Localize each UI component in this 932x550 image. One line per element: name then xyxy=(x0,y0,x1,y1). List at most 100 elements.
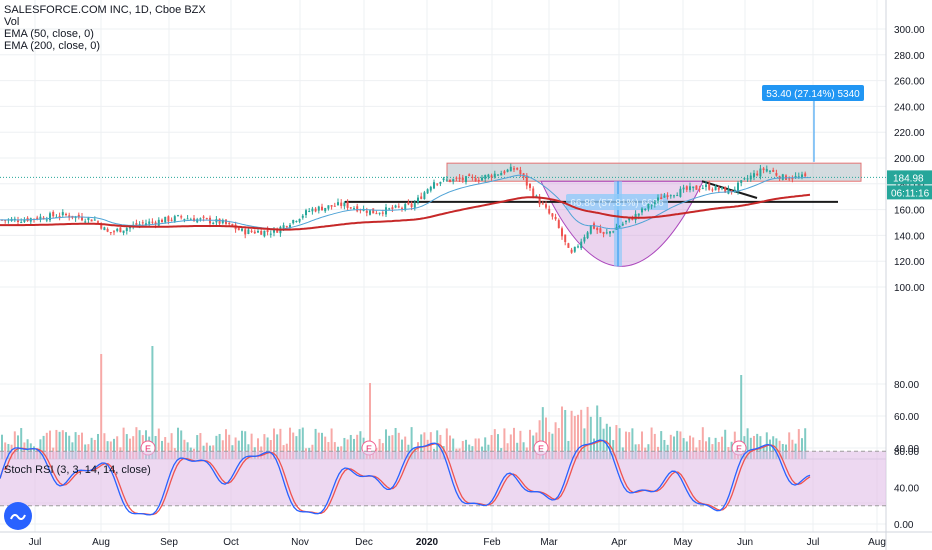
volume-bar xyxy=(445,428,448,459)
candle-body xyxy=(487,174,490,177)
earnings-marker-label: E xyxy=(145,444,151,454)
volume-bar xyxy=(183,439,186,459)
volume-bar xyxy=(13,431,16,459)
volume-bar xyxy=(314,428,317,459)
candle-body xyxy=(321,206,323,211)
candle-body xyxy=(465,176,467,183)
stoch-tick-label: 40.00 xyxy=(894,484,919,495)
volume-bar xyxy=(349,434,352,459)
candle-body xyxy=(231,223,234,227)
volume-bar xyxy=(132,436,135,459)
volume-bar xyxy=(113,438,115,459)
candle-body xyxy=(426,189,429,194)
price-tick-label: 300.00 xyxy=(894,25,925,36)
candle-body xyxy=(554,216,557,220)
earnings-marker-label: E xyxy=(366,444,372,454)
time-axis[interactable]: Jul Aug Sep Oct Nov Dec 2020 Feb Mar Apr May Jun Jul… xyxy=(29,537,886,548)
volume-bar xyxy=(641,431,643,459)
volume-bar xyxy=(42,435,45,459)
volume-legend[interactable]: Vol xyxy=(4,16,20,28)
candle-body xyxy=(567,243,570,248)
candle-body xyxy=(660,197,663,200)
candle-body xyxy=(23,219,26,222)
candle-body xyxy=(586,232,589,239)
volume-bar xyxy=(404,436,407,459)
stoch-rsi-legend[interactable]: Stoch RSI (3, 3, 14, 14, close) xyxy=(4,464,151,476)
candle-body xyxy=(477,180,480,182)
candle-body xyxy=(410,203,413,207)
candle-body xyxy=(186,218,189,220)
price-tick-label: 260.00 xyxy=(894,77,925,88)
candle-body xyxy=(87,217,90,220)
handle-trendline xyxy=(701,180,758,199)
volume-bar xyxy=(660,431,663,459)
volume-bar xyxy=(461,441,464,459)
candle-body xyxy=(737,182,739,192)
time-tick-label: Jul xyxy=(807,537,820,548)
volume-bar xyxy=(186,442,189,459)
volume-bar xyxy=(653,433,656,459)
candle-body xyxy=(423,192,426,200)
candle-body xyxy=(61,212,64,216)
ema200-legend[interactable]: EMA (200, close, 0) xyxy=(4,40,100,52)
candle-body xyxy=(551,213,554,217)
candle-body xyxy=(644,208,647,210)
volume-bar xyxy=(698,440,701,459)
price-axis[interactable]: 300.00 280.00 260.00 240.00 220.00 200.00 180.… xyxy=(894,25,925,531)
candle-body xyxy=(413,203,416,208)
volume-bar xyxy=(426,439,429,459)
ema-lines xyxy=(0,174,811,231)
ema50-legend[interactable]: EMA (50, close, 0) xyxy=(4,28,94,40)
candle-body xyxy=(657,197,659,201)
candle-body xyxy=(711,189,714,191)
candle-body xyxy=(135,223,138,226)
volume-bar xyxy=(788,432,791,459)
candle-body xyxy=(404,204,407,211)
volume-bar xyxy=(241,430,243,459)
volume-bar xyxy=(740,375,743,459)
volume-bar xyxy=(154,435,157,459)
candle-body xyxy=(397,206,400,208)
volume-bar xyxy=(439,434,442,459)
volume-bar xyxy=(708,437,711,459)
volume-bar xyxy=(477,438,480,459)
countdown-value: 06:11:16 xyxy=(891,188,930,199)
candle-body xyxy=(301,215,304,218)
volume-bar xyxy=(20,428,23,459)
candle-body xyxy=(65,213,67,215)
volume-bar xyxy=(410,427,413,459)
candle-body xyxy=(468,174,471,177)
candle-body xyxy=(503,171,506,174)
volume-bar xyxy=(474,438,477,459)
candle-body xyxy=(762,168,765,171)
candle-body xyxy=(637,213,640,216)
volume-bar xyxy=(103,433,106,459)
countdown-tag xyxy=(887,185,932,200)
candle-body xyxy=(532,188,535,198)
volume-bar xyxy=(465,439,467,459)
volume-bar xyxy=(39,439,42,459)
symbol-title[interactable]: SALESFORCE.COM INC, 1D, Cboe BZX xyxy=(4,4,206,16)
candle-body xyxy=(573,246,576,252)
candle-body xyxy=(20,222,23,224)
tradingview-logo-icon[interactable] xyxy=(4,502,32,530)
candle-body xyxy=(346,201,349,208)
candle-body xyxy=(340,202,343,206)
candle-body xyxy=(442,178,445,181)
volume-bar xyxy=(196,435,199,459)
candle-body xyxy=(257,230,259,233)
candle-body xyxy=(452,179,455,182)
candle-body xyxy=(561,228,563,237)
price-tick-label: 180.00 xyxy=(894,180,925,191)
volume-bar xyxy=(714,437,717,459)
candle-body xyxy=(388,208,391,210)
volume-bar xyxy=(503,428,506,459)
candle-body xyxy=(701,187,704,189)
volume-bar xyxy=(724,429,727,459)
candle-body xyxy=(394,205,397,208)
volume-bar xyxy=(801,438,803,459)
volume-bar xyxy=(65,432,67,459)
candle-body xyxy=(692,186,695,189)
candle-body xyxy=(49,213,51,221)
